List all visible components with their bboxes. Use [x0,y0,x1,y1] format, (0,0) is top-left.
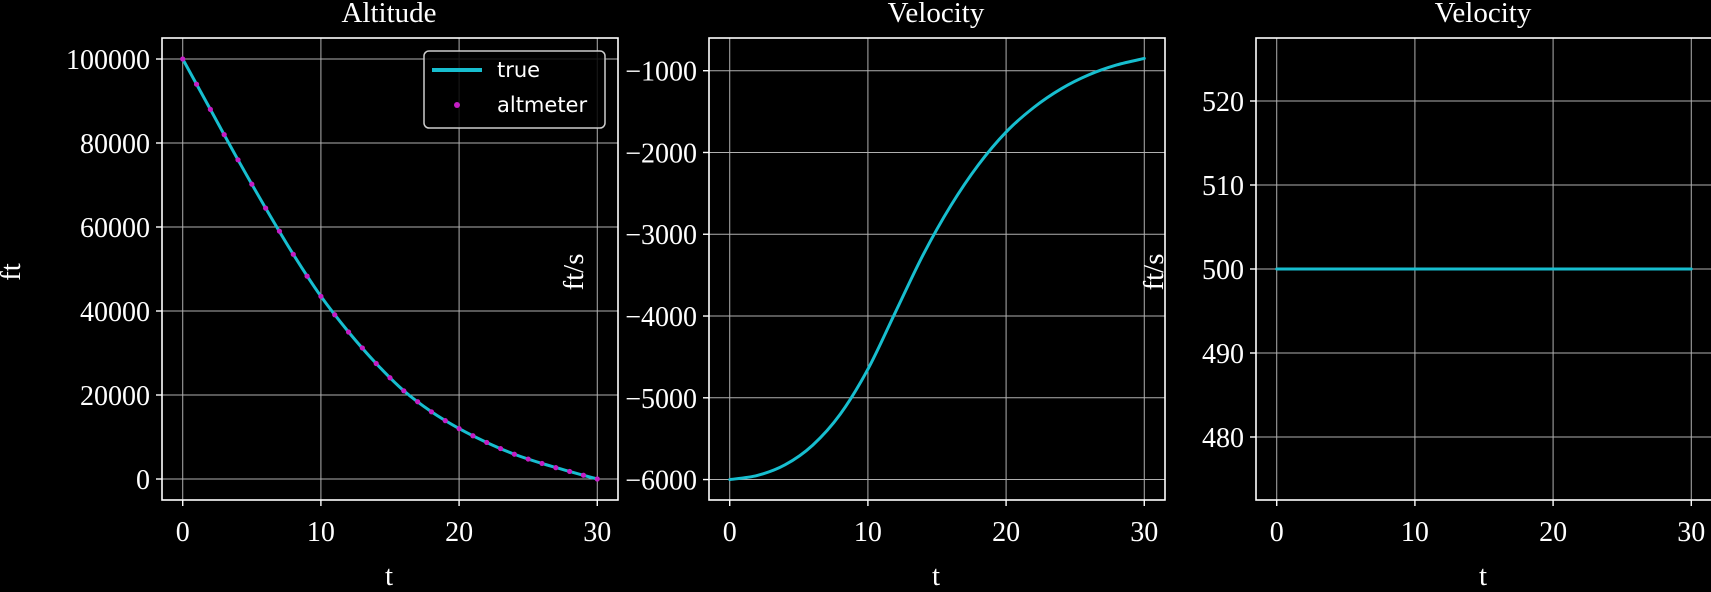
altitude-panel: Altitude t ft 0 10 20 30 0 20000 40000 60000 800… [0,0,619,592]
altmeter-point [401,388,407,394]
altmeter-point [304,273,310,279]
y-tick-label: 80000 [80,129,150,160]
x-tick-label: 10 [307,517,335,548]
x-tick-label: 0 [723,517,737,548]
altmeter-point [470,433,476,439]
altmeter-point [359,345,365,351]
altmeter-point [263,205,269,211]
altitude-legend: true altmeter [423,50,606,129]
x-tick-label: 30 [1677,517,1705,548]
altmeter-point [180,56,186,62]
legend-label-altmeter: altmeter [497,93,587,117]
x-tick-label: 30 [583,517,611,548]
legend-dot-swatch [454,102,460,108]
y-tick-label: 500 [1202,255,1244,286]
altmeter-point [567,468,573,475]
velocity-frame [708,37,1166,501]
velocity-title: Velocity [888,0,985,29]
velocity-2-frame [1255,37,1711,501]
altitude-ylabel: ft [0,263,27,281]
altmeter-point [221,132,227,138]
x-tick-label: 10 [854,517,882,548]
x-tick-label: 20 [1539,517,1567,548]
altmeter-point [428,409,435,415]
altmeter-point [193,81,200,87]
altitude-series [180,56,600,482]
velocity-grid [709,38,1165,500]
altitude-grid [162,38,618,500]
altmeter-point [276,228,283,234]
altmeter-point [497,445,504,452]
altmeter-point [373,360,379,367]
velocity-panel: Velocity t ft/s 0 10 20 30 −1000 −2000 −3000 −4… [558,0,1166,592]
altmeter-point [594,476,600,482]
y-tick-label: 480 [1202,423,1244,454]
altmeter-point [332,312,338,318]
altitude-title: Altitude [341,0,436,29]
y-tick-label: 100000 [66,45,150,76]
altmeter-point [345,329,352,335]
y-tick-label: −5000 [625,384,697,415]
y-tick-label: 40000 [80,297,150,328]
velocity-tick-labels: 0 10 20 30 −1000 −2000 −3000 −4000 −5000 −6000 [625,57,1158,548]
y-tick-label: −1000 [625,57,697,88]
altmeter-point [456,426,462,432]
x-tick-label: 30 [1130,517,1158,548]
altmeter-point [511,451,517,457]
velocity-2-title: Velocity [1435,0,1532,29]
x-tick-label: 10 [1401,517,1429,548]
y-tick-label: 510 [1202,171,1244,202]
altmeter-point [484,439,490,446]
altmeter-point [525,456,531,462]
x-tick-label: 0 [1270,517,1284,548]
y-tick-label: 20000 [80,381,150,412]
velocity-xlabel: t [932,560,940,592]
y-tick-label: 520 [1202,87,1244,118]
y-tick-label: −3000 [625,220,697,251]
x-tick-label: 0 [176,517,190,548]
y-tick-label: −6000 [625,466,697,497]
altmeter-point [553,465,559,471]
altmeter-point [539,460,545,467]
altitude-tick-labels: 0 10 20 30 0 20000 40000 60000 80000 100000 [66,45,611,548]
altitude-xlabel: t [385,560,393,592]
velocity-series [728,56,1146,482]
altmeter-point [207,106,213,112]
altmeter-point [318,293,324,299]
altmeter-point [249,181,255,187]
altmeter-point [235,157,241,163]
altmeter-point [442,418,448,424]
legend-label-true: true [497,58,540,82]
series-line [728,56,1146,482]
x-tick-label: 20 [992,517,1020,548]
x-tick-label: 20 [445,517,473,548]
y-tick-label: −2000 [625,138,697,169]
y-tick-label: 490 [1202,339,1244,370]
altmeter-point [580,472,587,478]
y-tick-label: 0 [136,465,150,496]
altmeter-point [415,399,421,405]
y-tick-label: 60000 [80,213,150,244]
velocity-2-xlabel: t [1479,560,1487,592]
velocity-2-panel: Velocity t ft/s 0 10 20 30 480 490 500 510 520 [1138,0,1711,592]
y-tick-label: −4000 [625,302,697,333]
velocity-2-ylabel: ft/s [1138,253,1170,290]
altmeter-point [387,375,393,381]
velocity-ylabel: ft/s [558,253,590,290]
altitude-frame [161,37,619,501]
velocity-2-tick-labels: 0 10 20 30 480 490 500 510 520 [1202,87,1705,548]
altmeter-point [290,251,296,257]
